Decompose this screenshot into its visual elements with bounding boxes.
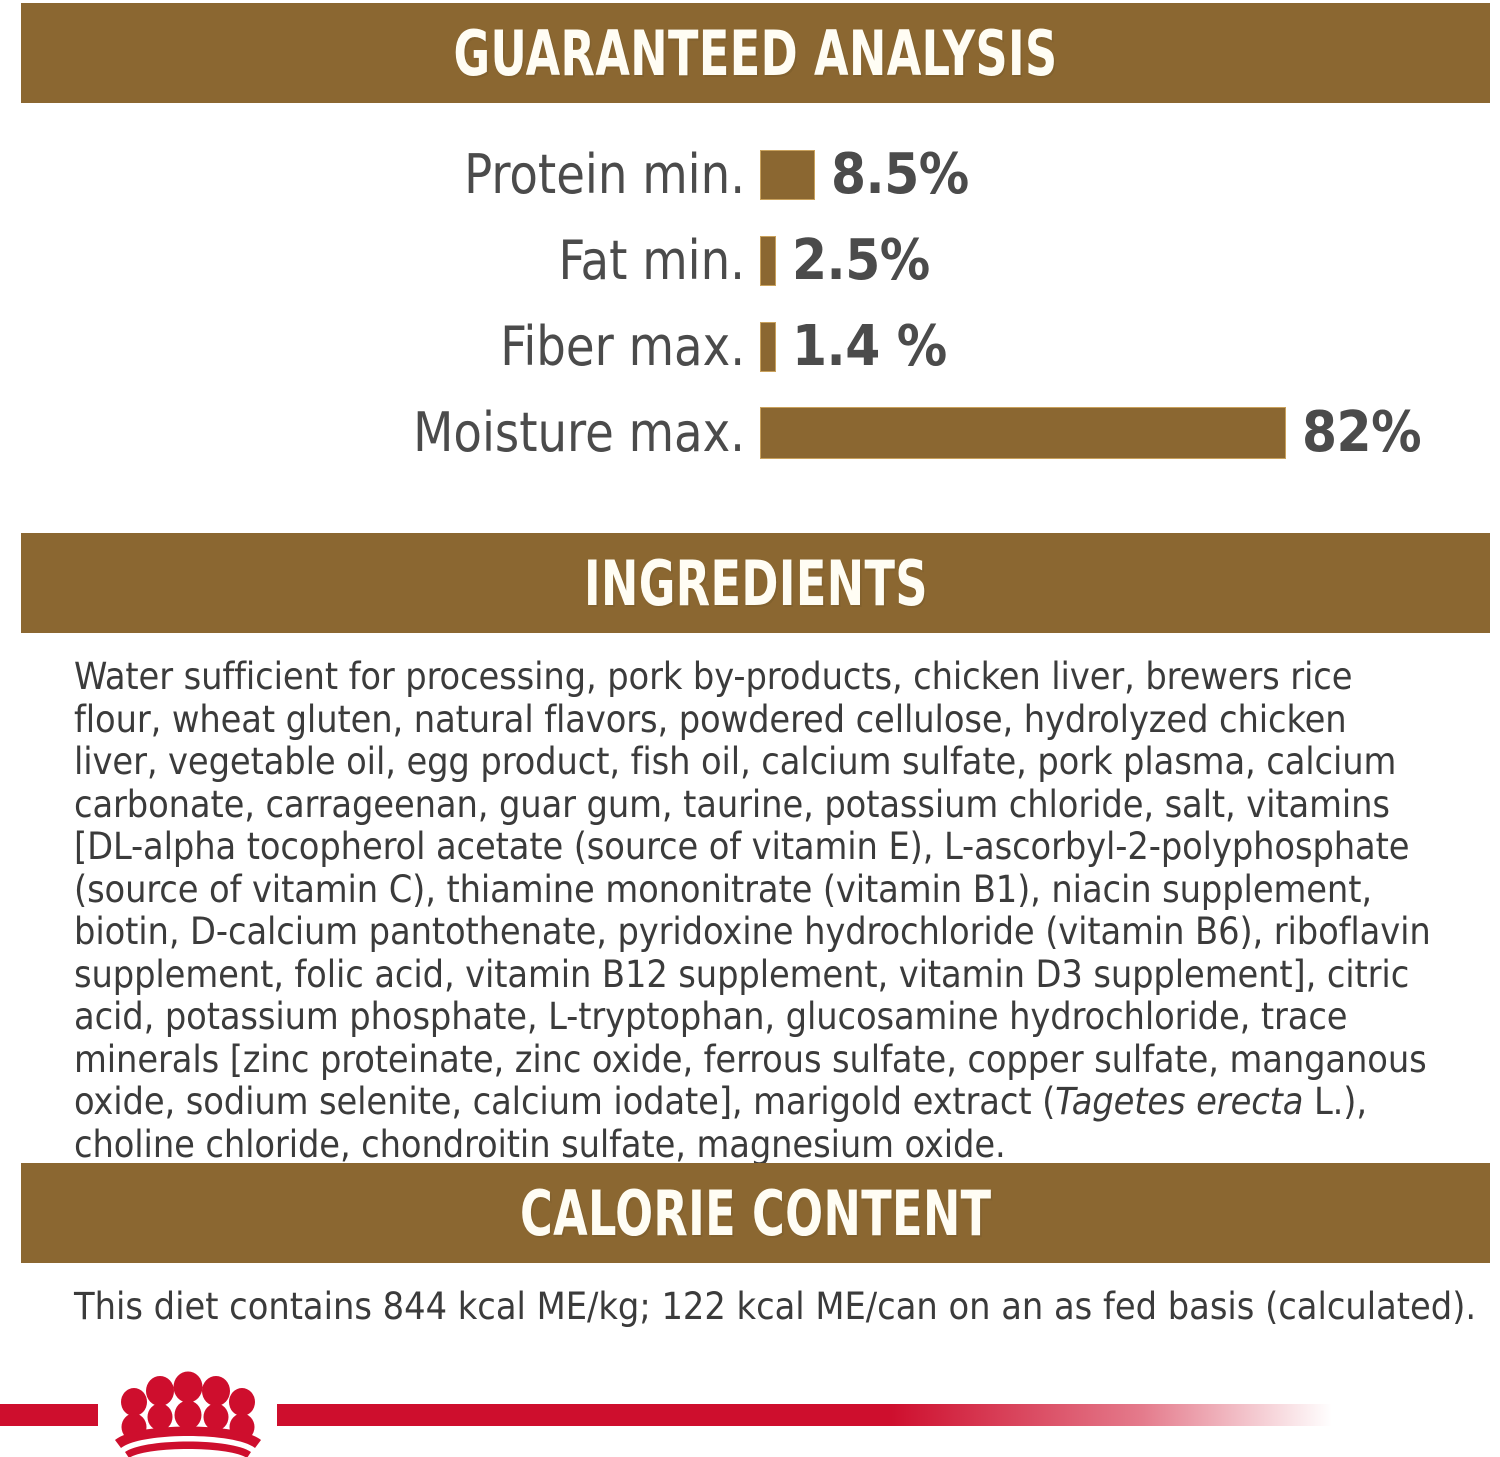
analysis-bar-track: 8.5%	[760, 132, 1300, 218]
guaranteed-analysis-chart: Protein min. 8.5% Fat min. 2.5% Fiber ma…	[0, 132, 1500, 476]
ingredients-text-part-1: Water sufficient for processing, pork by…	[74, 654, 1431, 1123]
analysis-bar-fill	[760, 407, 1286, 459]
section-header-ingredients: INGREDIENTS	[21, 533, 1490, 633]
analysis-bar-track: 82%	[760, 390, 1422, 476]
analysis-bar-fill	[760, 322, 776, 372]
section-header-calorie-content: CALORIE CONTENT	[21, 1163, 1490, 1263]
brand-rule-left	[0, 1404, 98, 1426]
brand-rule-right	[277, 1404, 1332, 1426]
analysis-row: Protein min. 8.5%	[0, 132, 1500, 218]
analysis-bar-fill	[760, 150, 815, 200]
analysis-row: Fat min. 2.5%	[0, 218, 1500, 304]
analysis-row: Moisture max. 82%	[0, 390, 1500, 476]
analysis-row-value: 8.5%	[831, 142, 969, 207]
footer-brand-band	[0, 1370, 1500, 1457]
analysis-row-value: 2.5%	[792, 228, 930, 293]
analysis-bar-track: 2.5%	[760, 218, 1300, 304]
royal-canin-crown-icon	[115, 1371, 261, 1457]
section-header-guaranteed-analysis: GUARANTEED ANALYSIS	[21, 3, 1490, 103]
analysis-row-label: Fiber max.	[500, 315, 745, 378]
ingredients-text-part-2: L.), choline chloride, chondroitin sulfa…	[74, 1079, 1367, 1166]
analysis-row: Fiber max. 1.4 %	[0, 304, 1500, 390]
ingredients-text: Water sufficient for processing, pork by…	[74, 655, 1434, 1165]
section-header-calorie-content-label: CALORIE CONTENT	[519, 1176, 992, 1250]
ingredients-scientific-name: Tagetes erecta	[1055, 1079, 1304, 1123]
analysis-row-value: 1.4 %	[792, 314, 947, 379]
analysis-row-label: Protein min.	[464, 143, 745, 206]
section-header-ingredients-label: INGREDIENTS	[583, 546, 928, 620]
analysis-row-label: Fat min.	[558, 229, 745, 292]
section-header-guaranteed-analysis-label: GUARANTEED ANALYSIS	[453, 16, 1058, 90]
analysis-row-label: Moisture max.	[413, 401, 745, 464]
analysis-bar-fill	[760, 236, 776, 286]
calorie-content-text: This diet contains 844 kcal ME/kg; 122 k…	[74, 1284, 1477, 1328]
analysis-row-value: 82%	[1302, 400, 1422, 465]
analysis-bar-track: 1.4 %	[760, 304, 1300, 390]
